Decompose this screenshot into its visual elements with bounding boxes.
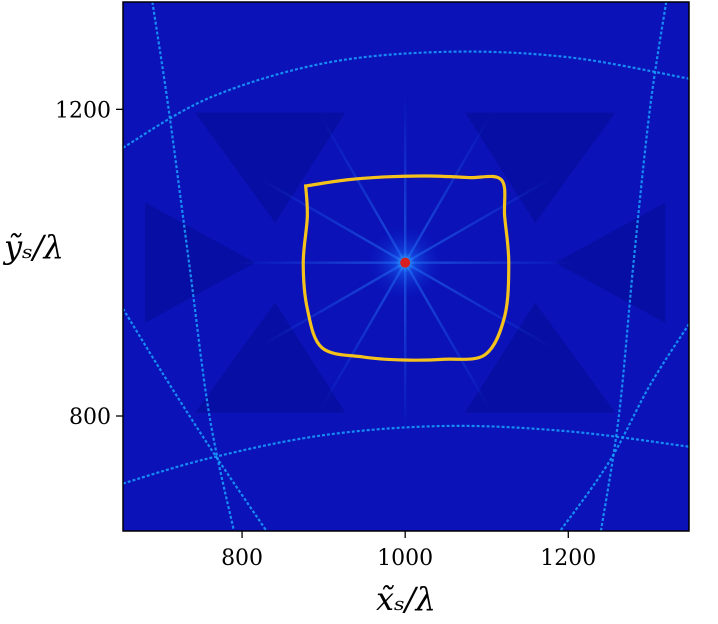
plot-area bbox=[123, 2, 689, 531]
dark-zones bbox=[145, 112, 666, 413]
y-tick-label: 1200 bbox=[55, 98, 111, 123]
caustic-line bbox=[151, 2, 235, 531]
y-axis-ticks: 800 1200 bbox=[55, 98, 123, 430]
dark-zone bbox=[195, 302, 346, 413]
dark-zone bbox=[555, 202, 666, 323]
x-tick-label: 1000 bbox=[377, 546, 433, 571]
caustic-line bbox=[599, 2, 668, 531]
dark-zone bbox=[465, 302, 616, 413]
y-tick-label: 800 bbox=[69, 405, 111, 430]
boundary-curve bbox=[301, 174, 511, 362]
y-axis-label: ỹₛ/λ bbox=[2, 228, 64, 266]
dark-zone bbox=[195, 112, 346, 223]
plot-frame bbox=[122, 1, 690, 532]
caustic-line bbox=[123, 50, 689, 149]
x-tick-label: 1200 bbox=[540, 546, 596, 571]
x-tick-label: 800 bbox=[221, 546, 263, 571]
caustic-lines bbox=[123, 2, 689, 531]
dark-zone bbox=[465, 112, 616, 223]
source-point bbox=[400, 257, 411, 268]
x-axis-ticks: 800 1000 1200 bbox=[221, 531, 596, 571]
caustic-line bbox=[123, 424, 689, 485]
x-axis-label: x̃ₛ/λ bbox=[376, 580, 436, 618]
dark-zone bbox=[145, 202, 256, 323]
